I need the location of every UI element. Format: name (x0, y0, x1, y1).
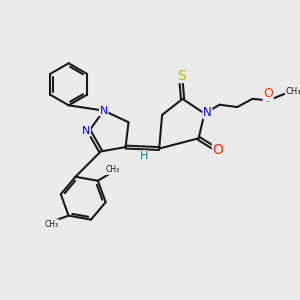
Text: CH₃: CH₃ (105, 165, 120, 174)
Text: N: N (203, 106, 212, 118)
Text: O: O (212, 143, 223, 157)
Text: S: S (177, 68, 185, 83)
Text: CH₃: CH₃ (286, 87, 300, 96)
Text: O: O (263, 87, 273, 101)
Text: N: N (100, 106, 108, 116)
Text: CH₃: CH₃ (45, 220, 59, 229)
Text: N: N (82, 126, 90, 136)
Text: H: H (140, 151, 148, 161)
